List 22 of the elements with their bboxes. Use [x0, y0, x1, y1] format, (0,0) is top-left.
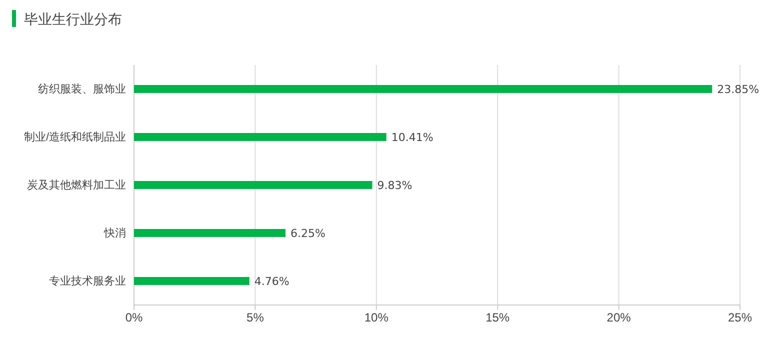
y-tick-label: 快消 — [103, 226, 126, 240]
chart-title: 毕业生行业分布 — [24, 12, 122, 28]
x-tick-label: 10% — [364, 310, 389, 325]
data-label: 9.83% — [377, 179, 412, 192]
data-label: 23.85% — [717, 83, 760, 96]
x-tick-label: 25% — [728, 310, 752, 325]
bar — [134, 133, 386, 141]
data-label: 10.41% — [391, 131, 434, 144]
x-tick-label: 15% — [486, 310, 510, 325]
y-tick-label: 纺织服装、服饰业 — [38, 82, 126, 96]
y-tick-label: 制业/造纸和纸制品业 — [24, 130, 126, 144]
data-label: 4.76% — [254, 275, 290, 288]
data-label: 6.25% — [290, 227, 326, 240]
x-tick-label: 0% — [125, 310, 143, 325]
bar — [134, 85, 712, 93]
bar — [134, 229, 286, 237]
bar — [134, 181, 372, 189]
x-tick-label: 5% — [246, 310, 264, 325]
y-tick-label: 专业技术服务业 — [49, 274, 126, 288]
x-tick-label: 20% — [606, 310, 632, 325]
y-tick-label: 炭及其他燃料加工业 — [27, 178, 126, 192]
bar — [134, 277, 250, 285]
